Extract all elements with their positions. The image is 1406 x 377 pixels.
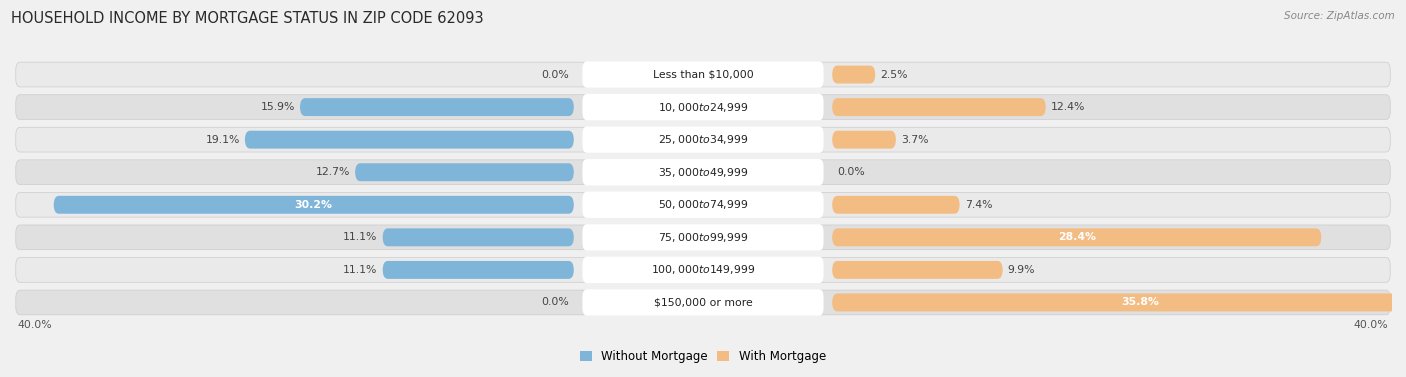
FancyBboxPatch shape xyxy=(382,261,574,279)
FancyBboxPatch shape xyxy=(15,192,1391,217)
Legend: Without Mortgage, With Mortgage: Without Mortgage, With Mortgage xyxy=(581,350,825,363)
Text: 19.1%: 19.1% xyxy=(205,135,239,145)
FancyBboxPatch shape xyxy=(582,126,824,153)
FancyBboxPatch shape xyxy=(582,61,824,88)
Text: HOUSEHOLD INCOME BY MORTGAGE STATUS IN ZIP CODE 62093: HOUSEHOLD INCOME BY MORTGAGE STATUS IN Z… xyxy=(11,11,484,26)
Text: $50,000 to $74,999: $50,000 to $74,999 xyxy=(658,198,748,211)
FancyBboxPatch shape xyxy=(832,131,896,149)
Text: $25,000 to $34,999: $25,000 to $34,999 xyxy=(658,133,748,146)
Text: 12.7%: 12.7% xyxy=(315,167,350,177)
Text: 2.5%: 2.5% xyxy=(880,69,908,80)
FancyBboxPatch shape xyxy=(15,290,1391,315)
Text: 15.9%: 15.9% xyxy=(260,102,295,112)
Text: 28.4%: 28.4% xyxy=(1057,232,1095,242)
Text: $150,000 or more: $150,000 or more xyxy=(654,297,752,308)
FancyBboxPatch shape xyxy=(582,224,824,251)
FancyBboxPatch shape xyxy=(832,66,875,83)
Text: $75,000 to $99,999: $75,000 to $99,999 xyxy=(658,231,748,244)
FancyBboxPatch shape xyxy=(15,127,1391,152)
FancyBboxPatch shape xyxy=(245,131,574,149)
Text: $35,000 to $49,999: $35,000 to $49,999 xyxy=(658,166,748,179)
FancyBboxPatch shape xyxy=(832,98,1046,116)
FancyBboxPatch shape xyxy=(382,228,574,246)
FancyBboxPatch shape xyxy=(15,160,1391,185)
Text: 0.0%: 0.0% xyxy=(838,167,865,177)
FancyBboxPatch shape xyxy=(582,159,824,185)
FancyBboxPatch shape xyxy=(582,257,824,283)
FancyBboxPatch shape xyxy=(15,95,1391,120)
Text: 7.4%: 7.4% xyxy=(965,200,993,210)
Text: 3.7%: 3.7% xyxy=(901,135,928,145)
Text: 0.0%: 0.0% xyxy=(541,297,568,308)
FancyBboxPatch shape xyxy=(832,228,1322,246)
Text: Source: ZipAtlas.com: Source: ZipAtlas.com xyxy=(1284,11,1395,21)
FancyBboxPatch shape xyxy=(582,192,824,218)
FancyBboxPatch shape xyxy=(832,261,1002,279)
FancyBboxPatch shape xyxy=(832,196,960,214)
Text: $100,000 to $149,999: $100,000 to $149,999 xyxy=(651,264,755,276)
Text: 35.8%: 35.8% xyxy=(1122,297,1160,308)
Text: 40.0%: 40.0% xyxy=(17,320,52,330)
Text: 9.9%: 9.9% xyxy=(1008,265,1035,275)
FancyBboxPatch shape xyxy=(582,289,824,316)
Text: $10,000 to $24,999: $10,000 to $24,999 xyxy=(658,101,748,113)
Text: 12.4%: 12.4% xyxy=(1050,102,1085,112)
FancyBboxPatch shape xyxy=(582,94,824,120)
Text: 11.1%: 11.1% xyxy=(343,265,377,275)
FancyBboxPatch shape xyxy=(299,98,574,116)
Text: 11.1%: 11.1% xyxy=(343,232,377,242)
Text: 0.0%: 0.0% xyxy=(541,69,568,80)
FancyBboxPatch shape xyxy=(15,225,1391,250)
FancyBboxPatch shape xyxy=(832,294,1406,311)
FancyBboxPatch shape xyxy=(356,163,574,181)
Text: 30.2%: 30.2% xyxy=(295,200,333,210)
Text: Less than $10,000: Less than $10,000 xyxy=(652,69,754,80)
FancyBboxPatch shape xyxy=(53,196,574,214)
FancyBboxPatch shape xyxy=(15,62,1391,87)
Text: 40.0%: 40.0% xyxy=(1354,320,1389,330)
FancyBboxPatch shape xyxy=(15,257,1391,282)
